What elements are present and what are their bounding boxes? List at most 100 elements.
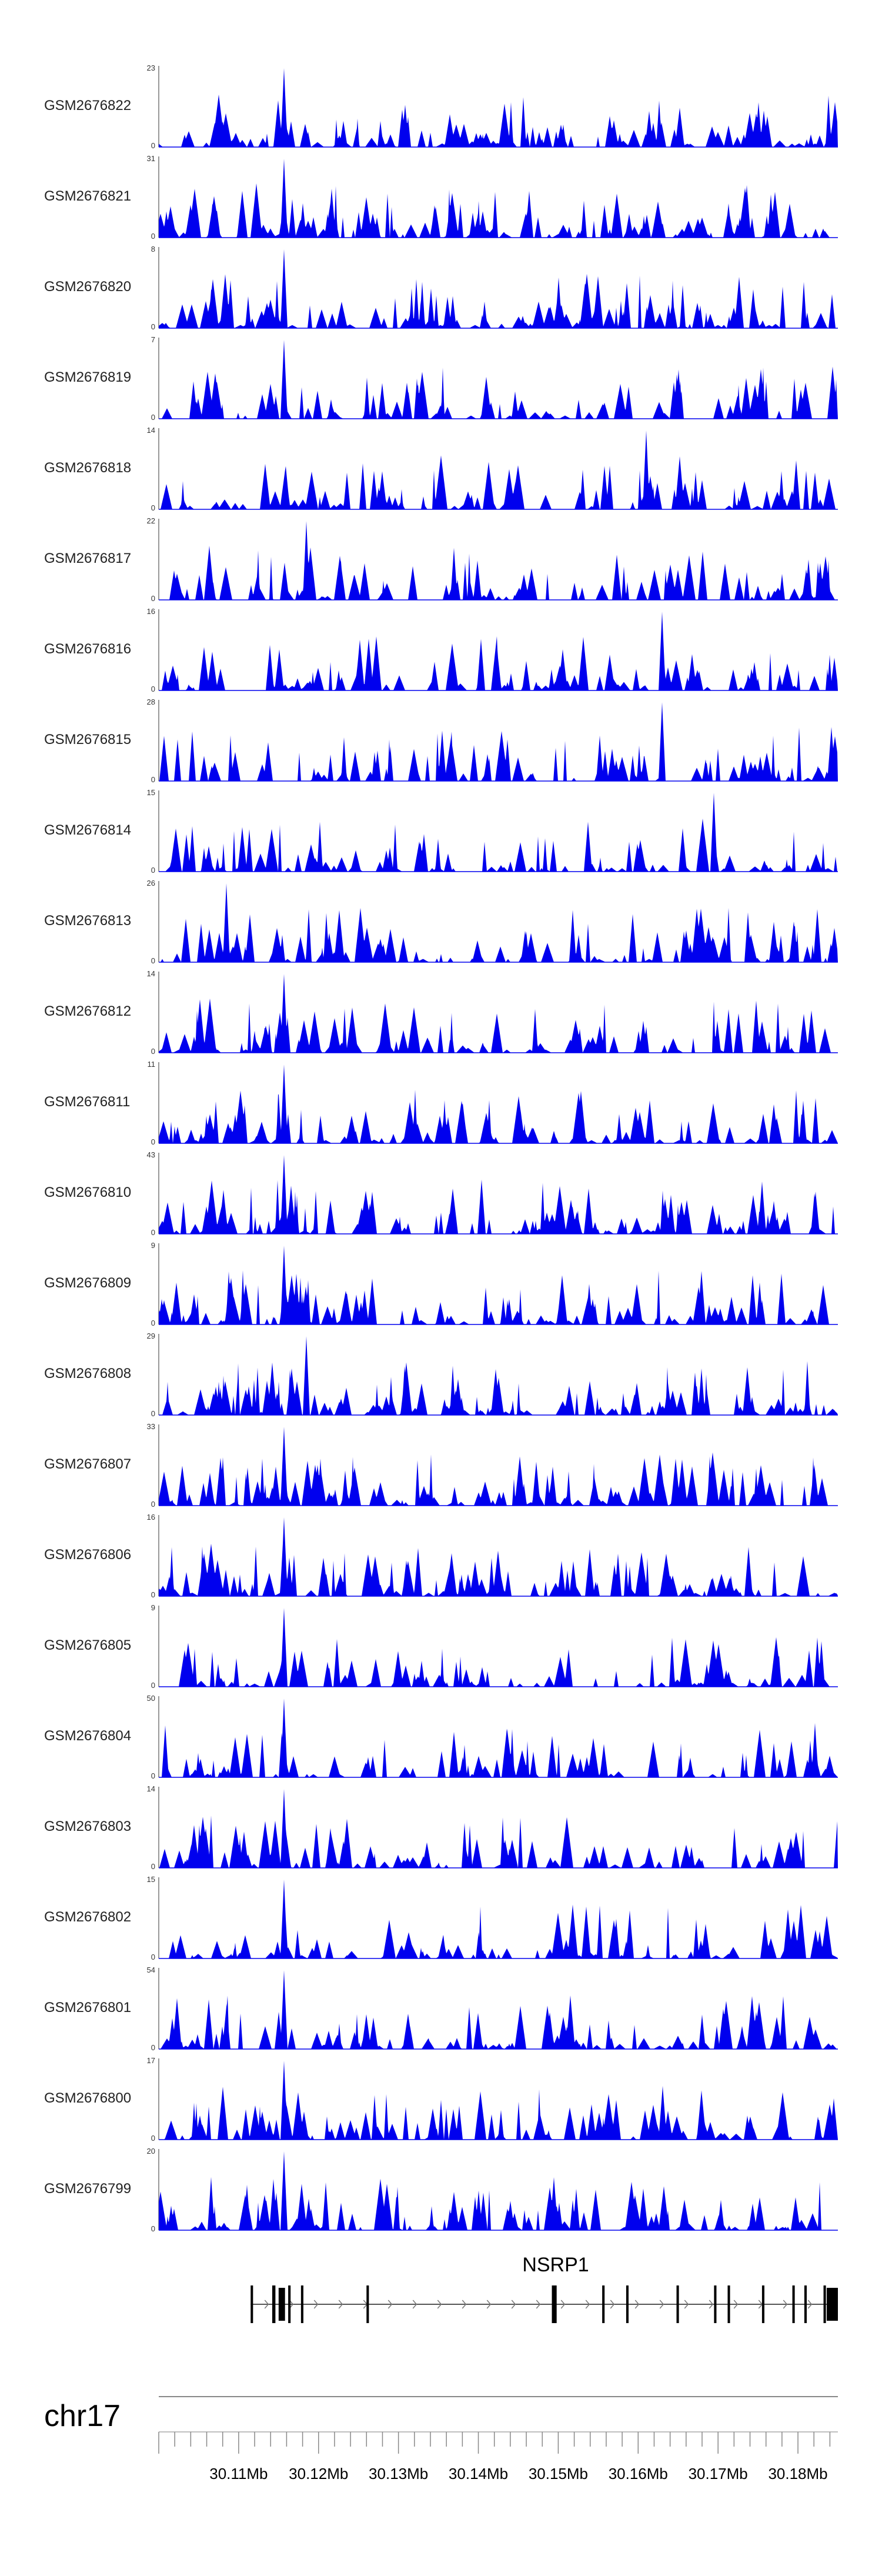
gene-exon <box>250 2285 253 2323</box>
strand-arrow <box>437 2300 442 2309</box>
track-name-label: GSM2676816 <box>44 641 131 657</box>
gene-exon <box>826 2288 838 2321</box>
track-ymax-label: 29 <box>147 1332 155 1340</box>
strand-arrow <box>511 2300 516 2309</box>
track-name-label: GSM2676799 <box>44 2181 131 2197</box>
track-ymax-label: 43 <box>147 1150 155 1159</box>
track-GSM2676807: GSM2676807 33 0 <box>44 1422 838 1509</box>
axis-tick-label: 30.15Mb <box>529 2465 588 2482</box>
strand-arrow <box>733 2300 739 2309</box>
track-name-label: GSM2676811 <box>44 1094 130 1110</box>
strand-arrow <box>659 2300 664 2309</box>
coverage-area <box>159 1246 838 1324</box>
track-name-label: GSM2676821 <box>44 188 131 204</box>
track-ymax-label: 17 <box>147 2056 155 2065</box>
strand-arrow <box>313 2300 319 2309</box>
track-GSM2676816: GSM2676816 16 0 <box>44 607 838 693</box>
axis-tick-label: 30.12Mb <box>289 2465 348 2482</box>
strand-arrow <box>709 2300 714 2309</box>
strand-arrow <box>536 2300 541 2309</box>
chromosome-label: chr17 <box>44 2399 121 2433</box>
track-ymax-label: 14 <box>147 969 155 978</box>
track-ymin-label: 0 <box>151 775 155 784</box>
coverage-area <box>159 1880 838 1958</box>
track-ymax-label: 15 <box>147 788 155 797</box>
axis-tick-label: 30.11Mb <box>209 2465 268 2482</box>
gene-exon <box>366 2285 369 2323</box>
track-ymax-label: 20 <box>147 2147 155 2155</box>
strand-arrow <box>783 2300 788 2309</box>
track-ymin-label: 0 <box>151 503 155 512</box>
gene-model-track: NSRP1 <box>250 2254 838 2323</box>
gene-exon <box>823 2285 826 2323</box>
coverage-area <box>159 521 838 600</box>
coverage-area <box>159 1517 838 1596</box>
track-GSM2676809: GSM2676809 9 0 <box>44 1241 838 1327</box>
gene-exon <box>300 2285 303 2323</box>
track-ymin-label: 0 <box>151 1409 155 1418</box>
track-ymax-label: 33 <box>147 1422 155 1431</box>
track-GSM2676806: GSM2676806 16 0 <box>44 1513 838 1599</box>
track-GSM2676804: GSM2676804 50 0 <box>44 1694 838 1780</box>
track-GSM2676810: GSM2676810 43 0 <box>44 1150 838 1237</box>
track-name-label: GSM2676804 <box>44 1728 131 1744</box>
coverage-area <box>159 883 838 962</box>
gene-name-label: NSRP1 <box>522 2254 589 2276</box>
axis-tick-label: 30.18Mb <box>768 2465 827 2482</box>
track-ymax-label: 16 <box>147 607 155 616</box>
track-name-label: GSM2676820 <box>44 279 131 295</box>
track-ymin-label: 0 <box>151 866 155 875</box>
coverage-area <box>159 431 838 509</box>
track-GSM2676822: GSM2676822 23 0 <box>44 64 838 150</box>
track-GSM2676819: GSM2676819 7 0 <box>44 335 838 422</box>
genome-axis-track: chr17 30.11Mb 30.12Mb 30.13Mb 30.14Mb 30.15Mb… <box>44 2396 838 2482</box>
track-name-label: GSM2676815 <box>44 732 131 748</box>
gene-exon <box>278 2288 285 2321</box>
track-name-label: GSM2676813 <box>44 913 131 929</box>
track-name-label: GSM2676802 <box>44 1909 131 1925</box>
track-ymax-label: 28 <box>147 698 155 706</box>
track-ymin-label: 0 <box>151 2224 155 2233</box>
track-ymin-label: 0 <box>151 1681 155 1690</box>
track-GSM2676821: GSM2676821 31 0 <box>44 154 838 241</box>
strand-arrow <box>610 2300 615 2309</box>
track-ymin-label: 0 <box>151 1319 155 1327</box>
strand-arrow <box>462 2300 467 2309</box>
track-ymax-label: 50 <box>147 1694 155 1703</box>
track-ymax-label: 9 <box>151 1603 155 1612</box>
track-GSM2676817: GSM2676817 22 0 <box>44 516 838 603</box>
track-ymax-label: 14 <box>147 426 155 435</box>
coverage-area <box>159 1699 838 1777</box>
coverage-area <box>159 249 838 328</box>
track-GSM2676805: GSM2676805 9 0 <box>44 1603 838 1690</box>
track-name-label: GSM2676812 <box>44 1003 131 1019</box>
track-GSM2676811: GSM2676811 11 0 <box>44 1060 838 1146</box>
track-GSM2676818: GSM2676818 14 0 <box>44 426 838 512</box>
track-name-label: GSM2676810 <box>44 1184 131 1200</box>
coverage-area <box>159 1970 838 2049</box>
track-name-label: GSM2676806 <box>44 1547 131 1563</box>
strand-arrow <box>264 2300 269 2309</box>
axis-tick-label: 30.13Mb <box>369 2465 428 2482</box>
track-name-label: GSM2676814 <box>44 822 131 838</box>
track-ymin-label: 0 <box>151 1228 155 1237</box>
track-GSM2676815: GSM2676815 28 0 <box>44 698 838 784</box>
track-ymin-label: 0 <box>151 232 155 241</box>
track-ymin-label: 0 <box>151 1862 155 1871</box>
gene-exon <box>804 2285 807 2323</box>
track-ymax-label: 26 <box>147 879 155 887</box>
track-name-label: GSM2676819 <box>44 369 131 385</box>
track-ymin-label: 0 <box>151 2134 155 2143</box>
track-name-label: GSM2676800 <box>44 2090 131 2106</box>
gene-exon <box>676 2285 679 2323</box>
track-ymin-label: 0 <box>151 594 155 603</box>
track-ymin-label: 0 <box>151 1047 155 1056</box>
track-name-label: GSM2676801 <box>44 2000 131 2016</box>
track-name-label: GSM2676805 <box>44 1637 131 1653</box>
coverage-area <box>159 793 838 872</box>
strand-arrow <box>807 2300 813 2309</box>
strand-arrow <box>634 2300 640 2309</box>
track-ymin-label: 0 <box>151 2043 155 2052</box>
gene-exon <box>714 2285 717 2323</box>
strand-arrow <box>412 2300 417 2309</box>
